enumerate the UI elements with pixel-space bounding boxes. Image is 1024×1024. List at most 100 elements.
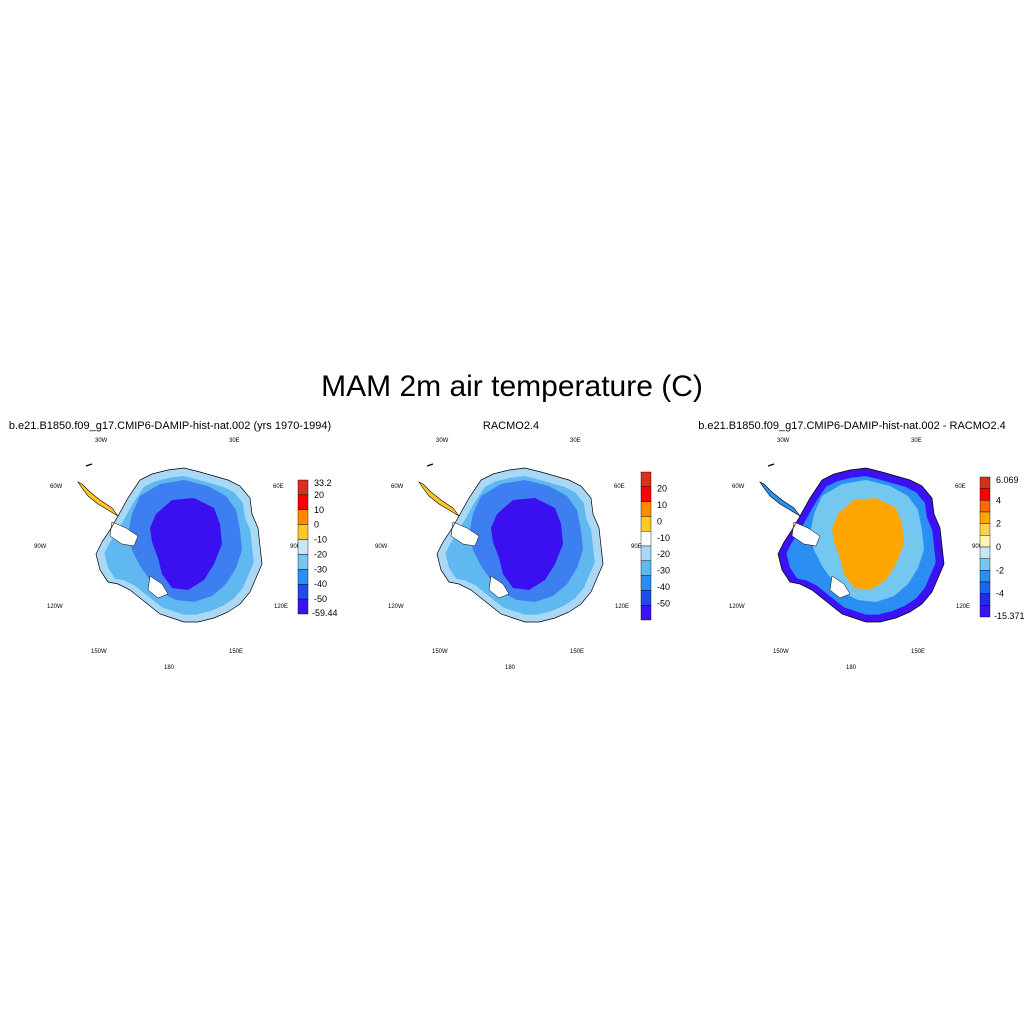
coastline	[436, 467, 604, 623]
island-mark	[767, 463, 775, 467]
panel-title: b.e21.B1850.f09_g17.CMIP6-DAMIP-hist-nat…	[698, 420, 1006, 432]
core-field	[150, 498, 222, 590]
island-mark	[426, 463, 434, 467]
lon-label-150w: 150W	[432, 649, 448, 655]
colorbar-swatch	[979, 581, 991, 594]
lon-label-60e: 60E	[273, 484, 284, 490]
colorbar-tick-label: -40	[657, 582, 670, 592]
lon-label-120e: 120E	[274, 604, 288, 610]
lon-label-30e: 30E	[570, 438, 581, 444]
colorbar-tick-label: -20	[314, 549, 327, 559]
ice-shelf	[109, 521, 139, 547]
lon-label-90e: 90E	[290, 544, 301, 550]
colorbar-swatch	[297, 494, 309, 510]
core-field	[491, 498, 563, 590]
ice-shelf	[488, 575, 510, 599]
field-layer	[759, 463, 945, 623]
colorbar-swatch	[640, 545, 652, 562]
colorbar-swatch	[979, 593, 991, 606]
colorbar-swatch	[979, 500, 991, 513]
colorbar-swatch	[979, 558, 991, 571]
lon-label-120w: 120W	[388, 604, 404, 610]
lon-label-150e: 150E	[911, 649, 925, 655]
colorbar-tick-label: 4	[996, 495, 1001, 505]
ice-shelf	[791, 521, 821, 547]
colorbar-swatch	[979, 488, 991, 501]
lon-label-150e: 150E	[570, 649, 584, 655]
lon-label-150w: 150W	[773, 649, 789, 655]
lon-label-60w: 60W	[50, 484, 63, 490]
lon-label-60e: 60E	[955, 484, 966, 490]
colorbar-swatch	[297, 539, 309, 555]
peninsula-field	[77, 481, 119, 517]
lon-label-120w: 120W	[729, 604, 745, 610]
colorbar: 20 10 0 -10 -20 -30 -40 -50	[640, 471, 670, 621]
colorbar-swatch	[640, 604, 652, 621]
peninsula-field	[759, 481, 801, 517]
lon-label-90w: 90W	[972, 544, 985, 550]
colorbar-tick-label: 0	[314, 520, 319, 530]
colorbar-tick-label: -30	[314, 564, 327, 574]
ice-shelf	[450, 521, 480, 547]
core-field	[832, 498, 904, 590]
colorbar-tick-label: -50	[314, 594, 327, 604]
lon-label-30e: 30E	[229, 438, 240, 444]
lon-label-120e: 120E	[956, 604, 970, 610]
colorbar-swatch	[297, 509, 309, 525]
lon-label-60e: 60E	[614, 484, 625, 490]
map-panel-model: b.e21.B1850.f09_g17.CMIP6-DAMIP-hist-nat…	[0, 418, 340, 678]
colorbar-tick-label: 20	[314, 490, 324, 500]
lon-label-120w: 120W	[47, 604, 63, 610]
colorbar-swatch	[979, 535, 991, 548]
colorbar-swatch	[297, 598, 309, 615]
lon-label-30w: 30W	[436, 438, 449, 444]
map-panel-difference: b.e21.B1850.f09_g17.CMIP6-DAMIP-hist-nat…	[682, 418, 1024, 678]
colorbar-swatch	[640, 486, 652, 502]
lon-label-30w: 30W	[95, 438, 108, 444]
map-panel-racmo: RACMO2.4 30W 30E 60W 60E 90W 90E 120W 12…	[341, 418, 681, 678]
colorbar-tick-label: -10	[657, 533, 670, 543]
coastline	[777, 467, 945, 623]
antarctica-map: 30W 30E 60W 60E 90W 90E 120W 120E 150W 1…	[375, 438, 670, 671]
colorbar-tick-label: -10	[314, 535, 327, 545]
colorbar-tick-label: -20	[657, 549, 670, 559]
lon-label-60w: 60W	[391, 484, 404, 490]
colorbar-swatch	[979, 605, 991, 618]
colorbar-tick-label: -30	[657, 566, 670, 576]
coastline	[95, 467, 263, 623]
lon-label-90e: 90E	[631, 544, 642, 550]
peninsula-field	[418, 481, 460, 517]
field-layer	[77, 463, 263, 623]
lon-label-90w: 90W	[34, 544, 47, 550]
ice-shelf	[147, 575, 169, 599]
colorbar-min-label: -59.44	[312, 608, 338, 618]
colorbar-tick-label: 20	[657, 483, 667, 493]
colorbar-swatch	[979, 476, 991, 489]
colorbar-tick-label: -40	[314, 579, 327, 589]
colorbar-swatch	[640, 501, 652, 517]
colorbar-swatch	[640, 560, 652, 576]
lon-label-30e: 30E	[911, 438, 922, 444]
ice-shelf	[829, 575, 851, 599]
colorbar: 4 2 0 -2 -4 6.069 -15.371	[979, 475, 1024, 621]
panel-title: RACMO2.4	[482, 420, 540, 432]
antarctica-map: 30W 30E 60W 60E 90W 90E 120W 120E 150W 1…	[34, 438, 338, 671]
lon-label-180: 180	[846, 665, 857, 671]
colorbar-max-label: 33.2	[314, 478, 332, 488]
colorbar-swatch	[640, 516, 652, 532]
colorbar-swatch	[979, 570, 991, 583]
colorbar-swatch	[297, 569, 309, 585]
lon-label-180: 180	[505, 665, 516, 671]
colorbar-swatch	[979, 511, 991, 524]
lon-label-150w: 150W	[91, 649, 107, 655]
colorbar-swatch	[640, 471, 652, 488]
colorbar-min-label: -15.371	[994, 611, 1024, 621]
colorbar-swatch	[297, 479, 309, 496]
colorbar-tick-label: 10	[314, 505, 324, 515]
antarctica-map: 30W 30E 60W 60E 90W 120W 120E 150W 150E …	[729, 438, 1024, 671]
lon-label-30w: 30W	[777, 438, 790, 444]
colorbar-swatch	[297, 584, 309, 600]
lon-label-60w: 60W	[732, 484, 745, 490]
colorbar-swatch	[979, 523, 991, 536]
lon-label-90w: 90W	[375, 544, 388, 550]
